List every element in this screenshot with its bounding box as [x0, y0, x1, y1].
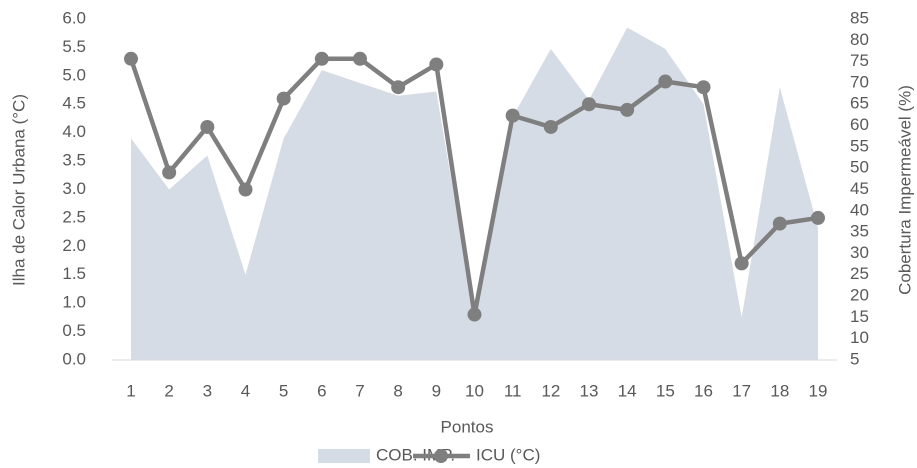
y2-tick-label: 70: [850, 72, 869, 91]
y-tick-label: 1.5: [62, 264, 86, 283]
legend-swatch: [318, 449, 370, 463]
area: [131, 27, 818, 361]
y-tick-label: 4.0: [62, 122, 86, 141]
y-tick-label: 2.0: [62, 236, 86, 255]
legend-label: ICU (°C): [476, 445, 540, 464]
y2-tick-label: 60: [850, 115, 869, 134]
y2-tick-label: 20: [850, 286, 869, 305]
y2-tick-label: 25: [850, 264, 869, 283]
marker: [658, 74, 673, 89]
y2-tick-label: 5: [850, 349, 859, 368]
x-tick-label: 14: [618, 381, 637, 400]
y-tick-label: 5.5: [62, 37, 86, 56]
y2-tick-label: 55: [850, 136, 869, 155]
marker: [734, 256, 749, 271]
x-tick-label: 17: [732, 381, 751, 400]
y2-tick-label: 40: [850, 200, 869, 219]
x-tick-label: 13: [580, 381, 599, 400]
marker: [772, 216, 787, 231]
marker: [582, 97, 596, 112]
y-tick-label: 1.0: [62, 293, 86, 312]
y2-axis-label: Cobertura Impermeável (%): [895, 85, 914, 295]
x-tick-label: 9: [432, 381, 441, 400]
y-tick-label: 5.0: [62, 65, 86, 84]
y-tick-label: 4.5: [62, 94, 86, 113]
y2-tick-label: 65: [850, 94, 869, 113]
y-tick-label: 2.5: [62, 207, 86, 226]
x-tick-label: 5: [279, 381, 288, 400]
x-tick-label: 7: [355, 381, 364, 400]
y-axis-label: Ilha de Calor Urbana (°C): [9, 94, 28, 286]
x-tick-label: 18: [770, 381, 789, 400]
marker: [696, 80, 711, 95]
marker: [429, 57, 444, 72]
legend-marker: [434, 449, 448, 463]
x-tick-label: 1: [126, 381, 135, 400]
y2-tick-label: 15: [850, 307, 869, 326]
marker: [162, 165, 177, 180]
marker: [391, 80, 406, 95]
marker: [276, 91, 291, 106]
marker: [124, 51, 138, 66]
marker: [238, 182, 253, 197]
y2-tick-label: 35: [850, 222, 869, 241]
x-tick-label: 12: [541, 381, 560, 400]
marker: [811, 210, 825, 225]
x-axis-label: Pontos: [441, 417, 494, 436]
y-tick-label: 0.0: [62, 349, 86, 368]
marker: [620, 102, 635, 117]
y-tick-label: 3.0: [62, 179, 86, 198]
y2-tick-label: 85: [850, 8, 869, 27]
x-tick-label: 10: [465, 381, 484, 400]
x-tick-label: 3: [203, 381, 212, 400]
marker: [467, 307, 482, 322]
x-tick-label: 2: [164, 381, 173, 400]
marker: [543, 119, 558, 134]
y-tick-label: 6.0: [62, 8, 86, 27]
x-tick-label: 6: [317, 381, 326, 400]
marker: [314, 51, 329, 66]
x-tick-label: 19: [809, 381, 828, 400]
x-tick-label: 4: [241, 381, 250, 400]
y2-tick-label: 80: [850, 30, 869, 49]
y2-tick-label: 30: [850, 243, 869, 262]
y2-tick-label: 45: [850, 179, 869, 198]
y2-tick-label: 50: [850, 158, 869, 177]
marker: [353, 51, 367, 66]
marker: [505, 108, 520, 123]
x-tick-label: 11: [504, 381, 522, 400]
y-tick-label: 0.5: [62, 321, 86, 340]
y-tick-label: 3.5: [62, 151, 86, 170]
y2-tick-label: 75: [850, 51, 869, 70]
x-tick-label: 8: [393, 381, 402, 400]
x-tick-label: 15: [656, 381, 675, 400]
marker: [200, 119, 215, 134]
x-tick-label: 16: [694, 381, 713, 400]
y2-tick-label: 10: [850, 328, 869, 347]
